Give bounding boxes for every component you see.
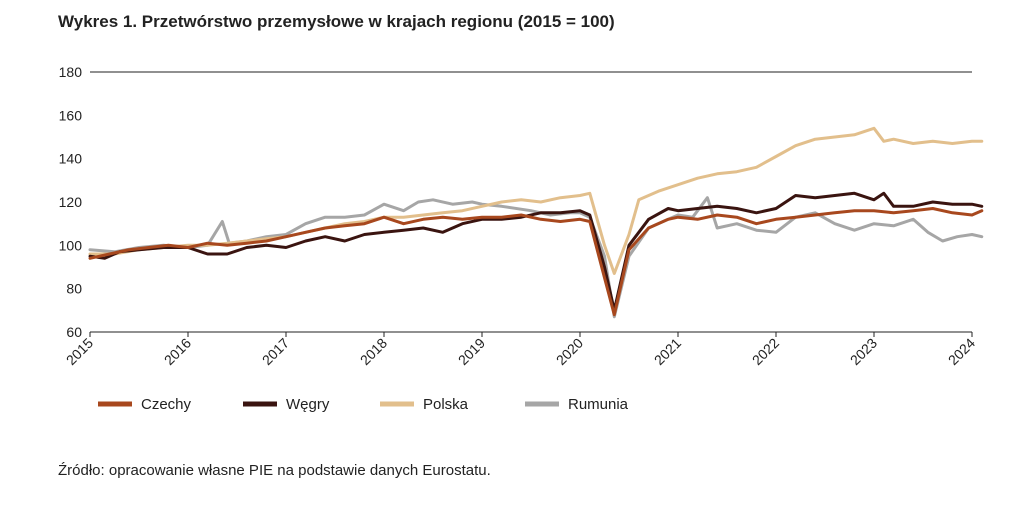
legend-label: Rumunia bbox=[568, 396, 629, 413]
y-tick-label: 140 bbox=[59, 151, 83, 167]
x-tick-label: 2022 bbox=[749, 335, 782, 368]
x-tick-label: 2024 bbox=[945, 335, 978, 368]
y-tick-label: 160 bbox=[59, 107, 83, 123]
chart-title: Wykres 1. Przetwórstwo przemysłowe w kra… bbox=[58, 12, 615, 31]
y-axis: 60 80 100 120 140 160 180 bbox=[59, 64, 972, 340]
series-layer bbox=[88, 126, 984, 319]
y-tick-label: 180 bbox=[59, 64, 83, 80]
x-tick-label: 2020 bbox=[553, 335, 586, 368]
y-tick-label: 100 bbox=[59, 237, 83, 253]
x-tick-label: 2016 bbox=[161, 335, 194, 368]
legend-label: Węgry bbox=[286, 396, 330, 413]
x-tick-label: 2018 bbox=[357, 335, 390, 368]
x-tick-label: 2019 bbox=[455, 335, 488, 368]
source-note: Źródło: opracowanie własne PIE na podsta… bbox=[58, 462, 491, 479]
legend-label: Polska bbox=[423, 396, 469, 413]
y-tick-label: 120 bbox=[59, 194, 83, 210]
series-line-polska bbox=[88, 126, 984, 275]
y-tick-label: 80 bbox=[66, 281, 82, 297]
x-tick-label: 2021 bbox=[651, 335, 684, 368]
series-line-węgry bbox=[88, 191, 984, 312]
x-axis: 2015 2016 2017 2018 2019 2020 2021 2022 2023 2024 bbox=[63, 331, 978, 368]
x-tick-label: 2023 bbox=[847, 335, 880, 368]
series-line-rumunia bbox=[88, 196, 984, 319]
x-tick-label: 2017 bbox=[259, 335, 292, 368]
y-tick-label: 60 bbox=[66, 324, 82, 340]
legend: Czechy Węgry Polska Rumunia bbox=[98, 396, 629, 413]
series-line-czechy bbox=[88, 207, 984, 317]
legend-label: Czechy bbox=[141, 396, 192, 413]
